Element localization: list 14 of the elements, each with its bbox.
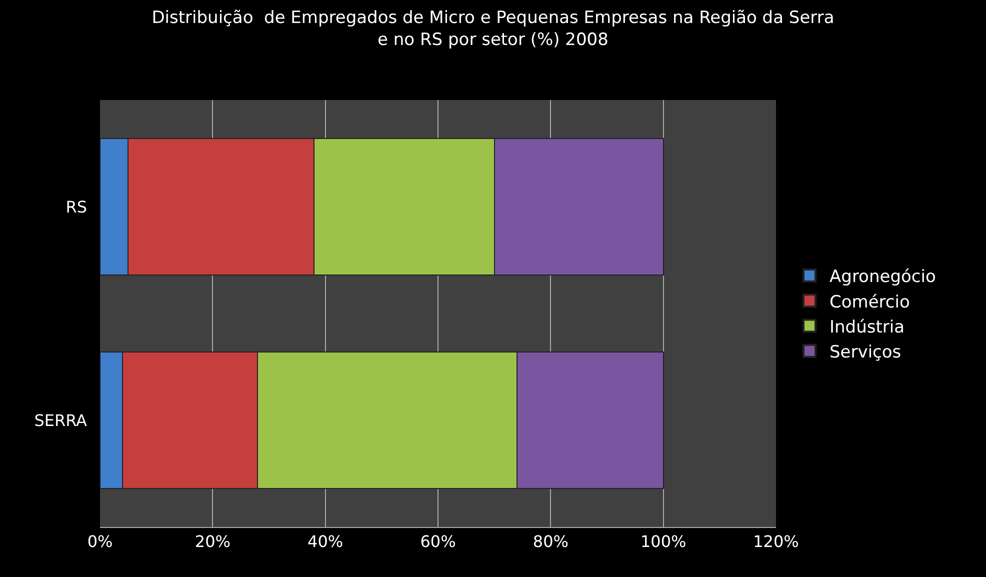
y-tick-label: RS: [66, 197, 87, 216]
legend-label: Indústria: [830, 317, 905, 338]
x-tick-label: 100%: [640, 532, 686, 552]
y-tick-label: SERRA: [34, 410, 88, 430]
x-tick-label: 120%: [753, 532, 799, 552]
x-tick-label: 60%: [420, 532, 456, 552]
x-tick-label: 40%: [308, 532, 344, 552]
x-tick-label: 80%: [532, 532, 568, 552]
legend-label: Serviços: [830, 342, 902, 362]
x-tick-label: 0%: [87, 532, 113, 552]
legend-label: Agronegócio: [830, 267, 936, 288]
x-tick-label: 20%: [194, 532, 230, 552]
chart-title: Distribuição de Empregados de Micro e Pequenas Empresas na Região da Serra e no RS por setor (%) 2008: [152, 8, 834, 50]
legend-label: Comércio: [830, 292, 910, 312]
